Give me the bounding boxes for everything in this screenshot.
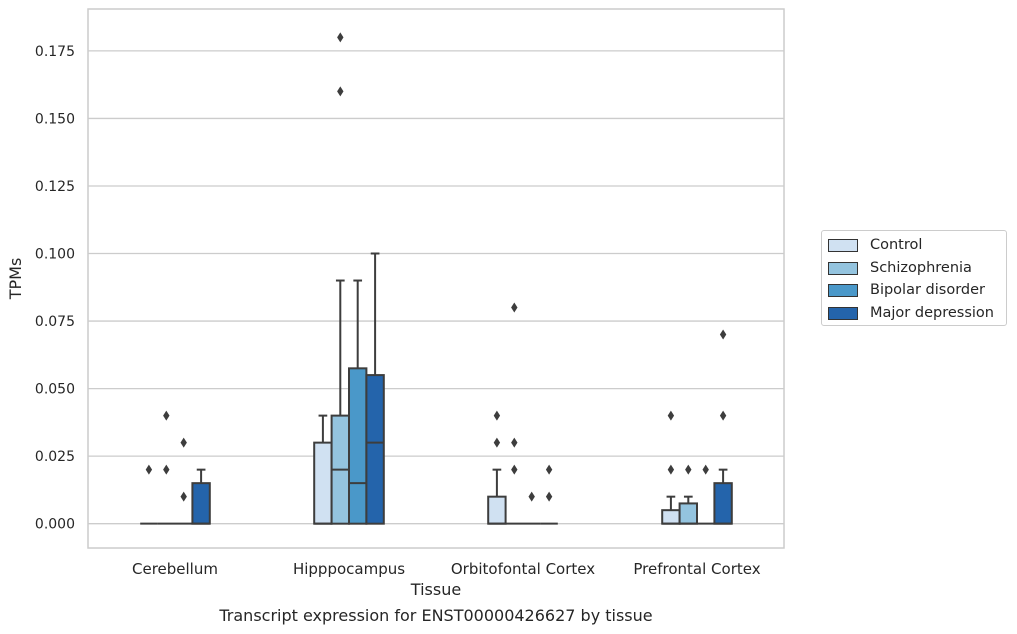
outlier-point — [493, 437, 501, 448]
box-prefrontal-cortex-control — [661, 410, 681, 525]
box-cerebellum-control — [140, 464, 158, 525]
plot-frame — [87, 8, 785, 549]
outlier-point — [163, 410, 170, 421]
outlier-point — [511, 437, 518, 448]
box-hipppocampus-bipolar-disorder — [348, 279, 368, 525]
legend-label-bipolar-disorder: Bipolar disorder — [870, 282, 985, 298]
y-tick-label: 0.075 — [35, 314, 75, 330]
box-cerebellum-bipolar-disorder — [175, 437, 193, 525]
box-hipppocampus-major-depression — [365, 252, 385, 525]
x-axis-label: Tissue — [410, 580, 461, 599]
box-hipppocampus-control — [313, 414, 333, 525]
y-tick-label: 0.125 — [35, 179, 75, 195]
box-prefrontal-cortex-major-depression — [713, 329, 733, 525]
outlier-point — [545, 491, 553, 502]
y-tick-label: 0.150 — [35, 111, 75, 127]
outlier-point — [493, 410, 501, 421]
legend-item-bipolar-disorder: Bipolar disorder — [828, 279, 985, 301]
outlier-point — [667, 464, 675, 475]
x-tick-label: Orbitofontal Cortex — [451, 560, 595, 578]
outlier-point — [511, 464, 518, 475]
outlier-point — [545, 464, 553, 475]
legend-label-major-depression: Major depression — [870, 305, 994, 321]
box-orbitofontal-cortex-major-depression — [540, 464, 558, 525]
outlier-point — [702, 464, 709, 475]
outlier-point — [180, 437, 187, 448]
box-cerebellum-major-depression — [191, 468, 211, 525]
outlier-point — [180, 491, 187, 502]
legend-swatch-bipolar-disorder — [828, 283, 858, 297]
outlier-point — [719, 329, 727, 340]
outlier-point — [719, 410, 727, 421]
legend-label-schizophrenia: Schizophrenia — [870, 260, 972, 276]
legend-label-control: Control — [870, 237, 923, 253]
outlier-point — [511, 302, 518, 313]
chart-caption: Transcript expression for ENST0000042662… — [219, 606, 653, 625]
boxes — [140, 32, 733, 525]
y-tick-label: 0.025 — [35, 449, 75, 465]
outlier-point — [685, 464, 692, 475]
y-tick-label: 0.175 — [35, 44, 75, 60]
legend-item-control: Control — [828, 234, 922, 256]
y-tick-label: 0.100 — [35, 247, 75, 263]
legend-item-major-depression: Major depression — [828, 302, 994, 324]
x-tick-label: Hipppocampus — [293, 560, 405, 578]
y-tick-label: 0.050 — [35, 382, 75, 398]
box — [191, 482, 211, 525]
outlier-point — [528, 491, 535, 502]
box — [313, 441, 333, 525]
box — [713, 482, 733, 525]
box — [365, 374, 385, 525]
box-prefrontal-cortex-bipolar-disorder — [697, 464, 715, 525]
outlier-point — [667, 410, 675, 421]
box — [678, 502, 698, 525]
y-axis-ticks: 0.000 0.025 0.050 0.075 0.100 0.125 0.150 0.175 — [35, 44, 75, 533]
outlier-point — [145, 464, 153, 475]
legend: Control Schizophrenia Bipolar disorder M… — [821, 230, 1007, 326]
box-cerebellum-schizophrenia — [157, 410, 175, 525]
legend-swatch-major-depression — [828, 306, 858, 320]
box — [487, 495, 507, 525]
box-hipppocampus-schizophrenia — [330, 32, 351, 525]
box-prefrontal-cortex-schizophrenia — [678, 464, 698, 525]
outlier-point — [337, 32, 344, 43]
box — [348, 367, 368, 525]
outlier-point — [163, 464, 170, 475]
y-axis-label: TPMs — [6, 258, 25, 301]
legend-swatch-schizophrenia — [828, 261, 858, 275]
box-orbitofontal-cortex-control — [487, 410, 507, 525]
outlier-point — [337, 86, 344, 97]
box-orbitofontal-cortex-bipolar-disorder — [523, 491, 541, 525]
legend-item-schizophrenia: Schizophrenia — [828, 257, 972, 279]
y-tick-label: 0.000 — [35, 517, 75, 533]
x-axis-ticks: Cerebellum Hipppocampus Orbitofontal Corte… — [132, 560, 761, 578]
legend-swatch-control — [828, 238, 858, 252]
x-tick-label: Prefrontal Cortex — [633, 560, 760, 578]
box-orbitofontal-cortex-schizophrenia — [505, 302, 523, 525]
x-tick-label: Cerebellum — [132, 560, 218, 578]
box — [661, 509, 681, 525]
gridlines — [88, 50, 784, 525]
